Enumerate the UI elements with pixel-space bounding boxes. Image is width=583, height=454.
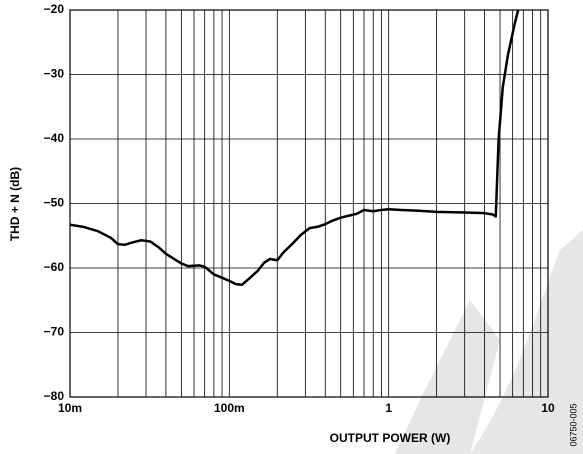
y-axis-label: THD + N (dB) (8, 167, 22, 241)
y-tick-label: −50 (44, 196, 65, 210)
watermark (395, 300, 500, 454)
x-tick-label: 1 (385, 401, 392, 415)
y-tick-label: −30 (44, 67, 65, 81)
data-line (70, 10, 520, 287)
y-tick-label: −40 (44, 131, 65, 145)
y-tick-label: −20 (44, 2, 65, 16)
x-tick-label: 10m (58, 401, 82, 415)
y-tick-label: −80 (44, 389, 65, 403)
x-tick-label: 10 (541, 401, 555, 415)
plot-frame (69, 9, 549, 398)
y-tick-label: −60 (44, 260, 65, 274)
watermark (470, 230, 583, 454)
y-tick-label: −70 (44, 325, 65, 339)
x-tick-label: 100m (214, 401, 245, 415)
x-axis-label: OUTPUT POWER (W) (330, 431, 451, 445)
figure-code: 06750-005 (568, 403, 578, 446)
